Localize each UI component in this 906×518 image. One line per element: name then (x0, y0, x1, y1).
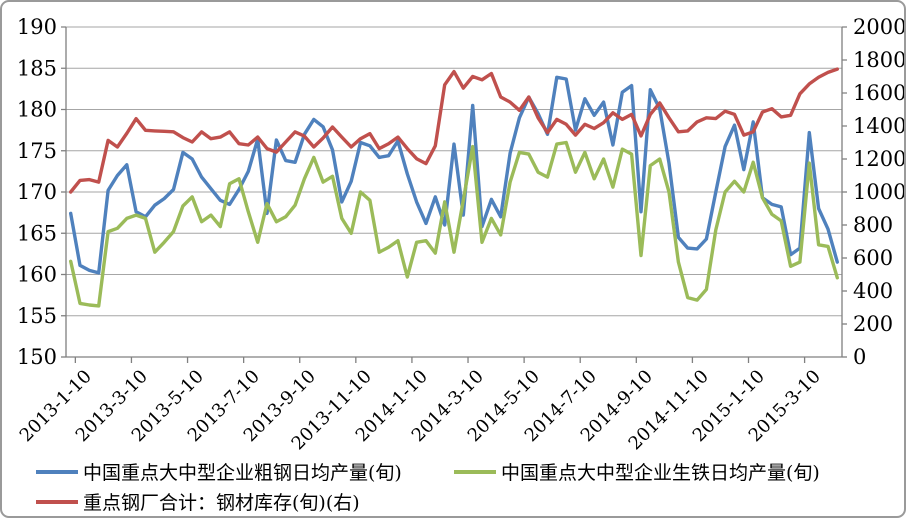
legend-label-steel-inventory: 重点钢厂合计：钢材库存(旬)(右) (83, 492, 360, 514)
right-axis-tick-label: 200 (853, 312, 893, 336)
series-line-steel-inventory (68, 67, 839, 194)
legend-label-crude-steel: 中国重点大中型企业粗钢日均产量(旬) (83, 462, 402, 484)
left-axis-tick-label: 160 (17, 263, 57, 287)
left-axis-tick-label: 175 (17, 139, 57, 163)
legend-marker-steel-inventory (36, 499, 78, 504)
left-axis-tick-label: 165 (17, 221, 57, 245)
left-axis-tick-label: 185 (17, 56, 57, 80)
left-axis-tick-label: 155 (17, 304, 57, 328)
right-axis-tick-label: 1000 (853, 180, 904, 204)
right-axis-tick-label: 1800 (853, 48, 904, 72)
left-axis-tick-label: 180 (17, 98, 57, 122)
legend-item-pig-iron: 中国重点大中型企业生铁日均产量(旬) (454, 458, 820, 485)
legend-marker-pig-iron (454, 469, 496, 474)
right-axis-tick-label: 0 (853, 345, 866, 369)
right-axis-tick-label: 600 (853, 246, 893, 270)
right-axis-tick-label: 1600 (853, 81, 904, 105)
right-axis-tick-label: 1400 (853, 114, 904, 138)
legend-marker-crude-steel (36, 469, 78, 474)
right-axis-tick-label: 1200 (853, 147, 904, 171)
legend-item-steel-inventory: 重点钢厂合计：钢材库存(旬)(右) (36, 488, 360, 515)
series-line-pig-iron (68, 140, 839, 308)
left-axis-tick-label: 170 (17, 180, 57, 204)
right-axis-tick-label: 400 (853, 279, 893, 303)
left-axis-tick-label: 190 (17, 15, 57, 39)
left-axis-tick-label: 150 (17, 345, 57, 369)
series-line-crude-steel (68, 75, 839, 275)
legend-item-crude-steel: 中国重点大中型企业粗钢日均产量(旬) (36, 458, 402, 485)
legend-label-pig-iron: 中国重点大中型企业生铁日均产量(旬) (501, 462, 820, 484)
right-axis-tick-label: 2000 (853, 15, 904, 39)
right-axis-tick-label: 800 (853, 213, 893, 237)
